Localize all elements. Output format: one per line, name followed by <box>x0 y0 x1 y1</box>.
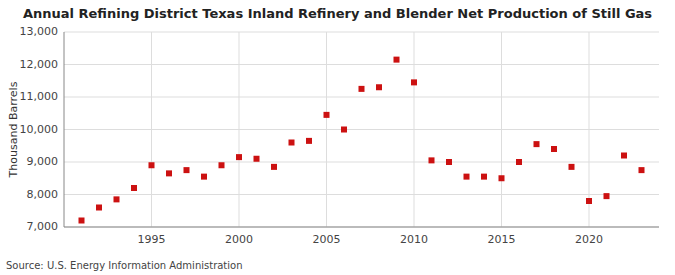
source-note: Source: U.S. Energy Information Administ… <box>6 260 243 271</box>
x-grid-line <box>326 32 327 227</box>
point <box>254 156 260 162</box>
x-tick-label: 2000 <box>225 233 253 246</box>
y-axis-label: Thousand Barrels <box>7 81 20 178</box>
x-axis-line <box>64 227 659 228</box>
y-tick-label: 10,000 <box>20 123 59 136</box>
y-tick-label: 12,000 <box>20 58 59 71</box>
point <box>306 138 312 144</box>
point <box>429 157 435 163</box>
x-grid-line <box>589 32 590 227</box>
point <box>446 159 452 165</box>
point <box>376 84 382 90</box>
point <box>79 218 85 224</box>
x-grid-line <box>501 32 502 227</box>
x-grid-line <box>239 32 240 227</box>
y-axis-line <box>64 32 65 227</box>
point <box>394 57 400 63</box>
chart-container: 7,000 8,000 9,000 10,000 11,000 12,000 13,000 1… <box>0 0 675 275</box>
point <box>201 174 207 180</box>
point <box>271 164 277 170</box>
point <box>621 153 627 159</box>
point <box>481 174 487 180</box>
point <box>551 146 557 152</box>
x-tick-label: 2015 <box>488 233 516 246</box>
point <box>604 193 610 199</box>
point <box>114 196 120 202</box>
y-grid-line <box>64 227 659 228</box>
point <box>289 140 295 146</box>
point <box>499 175 505 181</box>
point <box>359 86 365 92</box>
y-grid-line <box>64 32 659 33</box>
point <box>149 162 155 168</box>
point <box>639 167 645 173</box>
y-tick-label: 7,000 <box>27 220 59 233</box>
points <box>79 57 645 224</box>
point <box>569 164 575 170</box>
point <box>464 174 470 180</box>
x-grid-line <box>151 32 152 227</box>
axes: 7,000 8,000 9,000 10,000 11,000 12,000 13,000 1… <box>20 25 660 246</box>
point <box>324 112 330 118</box>
point <box>166 170 172 176</box>
x-grid-line <box>414 32 415 227</box>
point <box>219 162 225 168</box>
y-tick-label: 9,000 <box>27 155 59 168</box>
y-tick-label: 11,000 <box>20 90 59 103</box>
point <box>534 141 540 147</box>
x-tick-label: 2005 <box>313 233 341 246</box>
point <box>516 159 522 165</box>
y-tick-label: 13,000 <box>20 25 59 38</box>
grid <box>64 32 659 227</box>
point <box>131 185 137 191</box>
point <box>586 198 592 204</box>
point <box>236 154 242 160</box>
y-tick-label: 8,000 <box>27 188 59 201</box>
title: Annual Refining District Texas Inland Re… <box>23 6 652 21</box>
point <box>96 205 102 211</box>
y-grid-line <box>64 97 659 98</box>
x-tick-label: 1995 <box>138 233 166 246</box>
y-grid-line <box>64 64 659 65</box>
chart-svg: 7,000 8,000 9,000 10,000 11,000 12,000 13,000 1… <box>0 0 675 275</box>
x-tick-label: 2010 <box>400 233 428 246</box>
point <box>341 127 347 133</box>
y-grid-line <box>64 194 659 195</box>
point <box>411 79 417 85</box>
y-grid-line <box>64 129 659 130</box>
x-tick-label: 2020 <box>575 233 603 246</box>
point <box>184 167 190 173</box>
